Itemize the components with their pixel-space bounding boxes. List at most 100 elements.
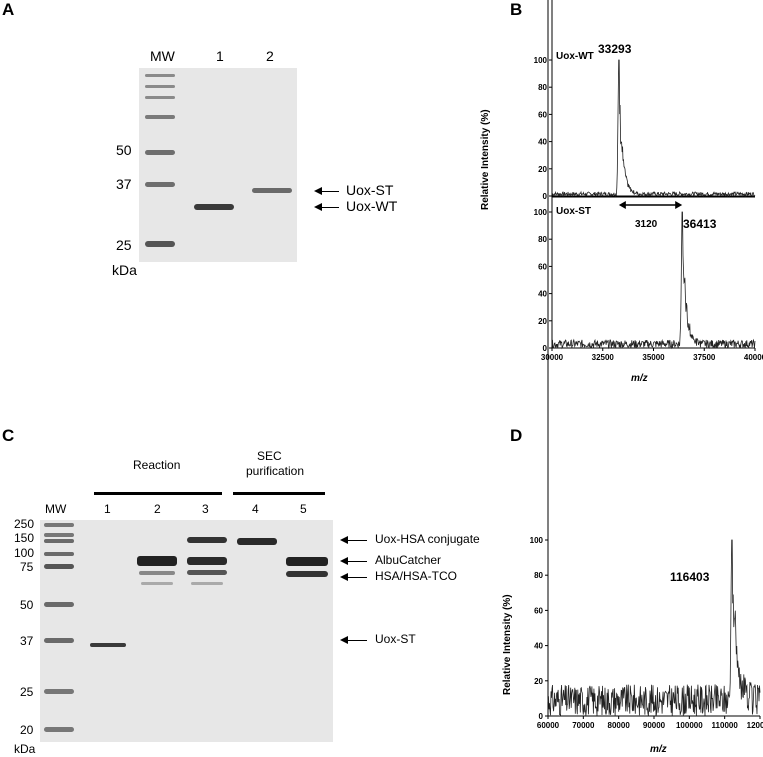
- ms-b-x-tick-label: 37500: [693, 353, 716, 362]
- gel-a-unit: kDa: [112, 262, 137, 278]
- ms-b-bottom-y-tick-label: 20: [538, 317, 547, 326]
- panel-d-letter: D: [510, 426, 523, 445]
- gel-a-ladder-band: [145, 74, 175, 77]
- gel-c-ladder-band-50: [44, 602, 74, 607]
- gel-c-lane-2-label: 2: [154, 502, 161, 516]
- gel-c-lane-4-label: 4: [252, 502, 259, 516]
- ms-b-bottom-y-tick-label: 60: [538, 262, 547, 271]
- gel-c-ladder-band-100: [44, 552, 74, 556]
- ms-b-top-y-tick-label: 0: [543, 192, 548, 201]
- gel-c-unit: kDa: [14, 742, 36, 756]
- gel-c-lane-5-band-hsa: [286, 571, 328, 577]
- ms-b-top-y-tick-label: 40: [538, 138, 547, 147]
- ms-b-diff-arrow-head-right: [675, 201, 683, 209]
- gel-c-lane-3-band-minor: [191, 582, 223, 585]
- gel-a-label-uox-st: Uox-ST: [346, 182, 394, 198]
- ms-d-y-tick-label: 20: [534, 677, 543, 686]
- gel-c-lane-4-band-conjugate: [237, 538, 277, 545]
- ms-d-x-tick-label: 110000: [712, 721, 739, 730]
- gel-c-ladder-band-250: [44, 523, 74, 527]
- gel-c-group-sec-line1: SEC: [257, 449, 282, 463]
- ms-d-y-tick-label: 80: [534, 571, 543, 580]
- gel-a-arrow-uox-wt: [319, 207, 339, 208]
- gel-a-label-uox-wt: Uox-WT: [346, 198, 398, 214]
- ms-d-x-tick-label: 80000: [608, 721, 631, 730]
- ms-d-x-tick-label: 90000: [643, 721, 666, 730]
- gel-a-lane-1-label: 1: [216, 48, 224, 64]
- gel-c-lane-5-band-albucatcher: [286, 557, 328, 566]
- gel-c-label-albucatcher: AlbuCatcher: [375, 553, 442, 567]
- ms-d-x-tick-label: 120000: [747, 721, 763, 730]
- panel-c-letter: C: [2, 426, 15, 445]
- ms-b-spectrum: 0 20 40 60 80 100 0 20 40 60 80 100 30000 32500 35000 3…: [534, 0, 763, 362]
- gel-a-lane-2-label: 2: [266, 48, 274, 64]
- gel-a-image: [139, 68, 297, 262]
- gel-c-marker-75: 75: [20, 560, 34, 574]
- ms-d-y-tick-label: 100: [530, 536, 544, 545]
- gel-c-group-reaction-bar: [94, 492, 222, 495]
- ms-d-y-tick-label: 0: [539, 712, 544, 721]
- gel-c-arrow-conjugate: [345, 540, 367, 541]
- gel-a-arrow-uox-wt-head: [314, 203, 322, 211]
- gel-c-group-reaction: Reaction: [133, 458, 181, 472]
- ms-d-peak-label: 116403: [670, 570, 710, 584]
- gel-c-marker-250: 250: [14, 517, 35, 531]
- gel-c-marker-50: 50: [20, 598, 34, 612]
- gel-a-lane-1-band: [194, 204, 234, 210]
- ms-b-bottom-y-tick-label: 40: [538, 290, 547, 299]
- gel-c-lane-1-band-uox-st: [90, 643, 126, 647]
- gel-a-lane-2-band: [252, 188, 292, 193]
- gel-c-ladder-band-37: [44, 638, 74, 643]
- gel-a-ladder-band: [145, 96, 175, 99]
- gel-c-arrow-uox-st-head: [340, 636, 348, 644]
- gel-a-marker-37: 37: [116, 176, 132, 192]
- gel-c-lane-3-band-albucatcher: [187, 557, 227, 565]
- ms-d-x-tick-label: 100000: [676, 721, 703, 730]
- gel-c-image: [40, 520, 333, 742]
- gel-a-ladder-band-25: [145, 241, 175, 247]
- gel-a-mw-label: MW: [150, 48, 175, 64]
- gel-c-ladder-band: [44, 533, 74, 537]
- gel-a-marker-25: 25: [116, 237, 132, 253]
- gel-c-group-sec-bar: [233, 492, 325, 495]
- gel-c-arrow-albucatcher: [345, 561, 367, 562]
- gel-c-lane-1-label: 1: [104, 502, 111, 516]
- gel-a-arrow-uox-st: [319, 191, 339, 192]
- gel-a-marker-50: 50: [116, 142, 132, 158]
- gel-a-ladder-band: [145, 85, 175, 88]
- gel-c-group-sec-line2: purification: [246, 464, 305, 478]
- gel-c-label-hsa: HSA/HSA-TCO: [375, 569, 458, 583]
- gel-c-lane-3-label: 3: [202, 502, 209, 516]
- gel-a-ladder-band-50: [145, 150, 175, 155]
- ms-b-top-y-tick-label: 100: [534, 56, 548, 65]
- ms-b-bottom-y-tick-label: 80: [538, 235, 547, 244]
- ms-d-x-tick-label: 60000: [537, 721, 560, 730]
- ms-b-x-tick-label: 30000: [541, 353, 564, 362]
- gel-c-arrow-uox-st: [345, 640, 367, 641]
- gel-c-lane-2-band-minor: [141, 582, 173, 585]
- ms-b-xlabel: m/z: [631, 373, 648, 384]
- ms-d-xlabel: m/z: [650, 744, 667, 755]
- gel-a-ladder-band: [145, 115, 175, 119]
- ms-b-bottom-y-tick-label: 100: [534, 208, 548, 217]
- gel-c-lane-3-band-hsa: [187, 570, 227, 575]
- gel-c-marker-100: 100: [14, 546, 35, 560]
- gel-c-ladder-band-20: [44, 727, 74, 732]
- panel-a-letter: A: [2, 0, 15, 19]
- gel-c-arrow-hsa-head: [340, 573, 348, 581]
- gel-c-marker-37: 37: [20, 634, 34, 648]
- gel-c-marker-25: 25: [20, 685, 34, 699]
- gel-c-ladder-band-75: [44, 564, 74, 569]
- gel-c-label-uox-st: Uox-ST: [375, 632, 416, 646]
- gel-c-marker-150: 150: [14, 531, 35, 545]
- gel-c-mw-label: MW: [45, 502, 67, 516]
- gel-c-ladder-band-25: [44, 689, 74, 694]
- ms-b-top-y-tick-label: 80: [538, 83, 547, 92]
- gel-a-ladder-band-37: [145, 182, 175, 187]
- ms-b-top-peak-label: 33293: [598, 42, 632, 56]
- ms-b-x-tick-label: 32500: [592, 353, 615, 362]
- gel-c-arrow-hsa: [345, 577, 367, 578]
- ms-b-bottom-series-uox-st: [551, 211, 756, 350]
- ms-b-bottom-series-label: Uox-ST: [556, 206, 591, 217]
